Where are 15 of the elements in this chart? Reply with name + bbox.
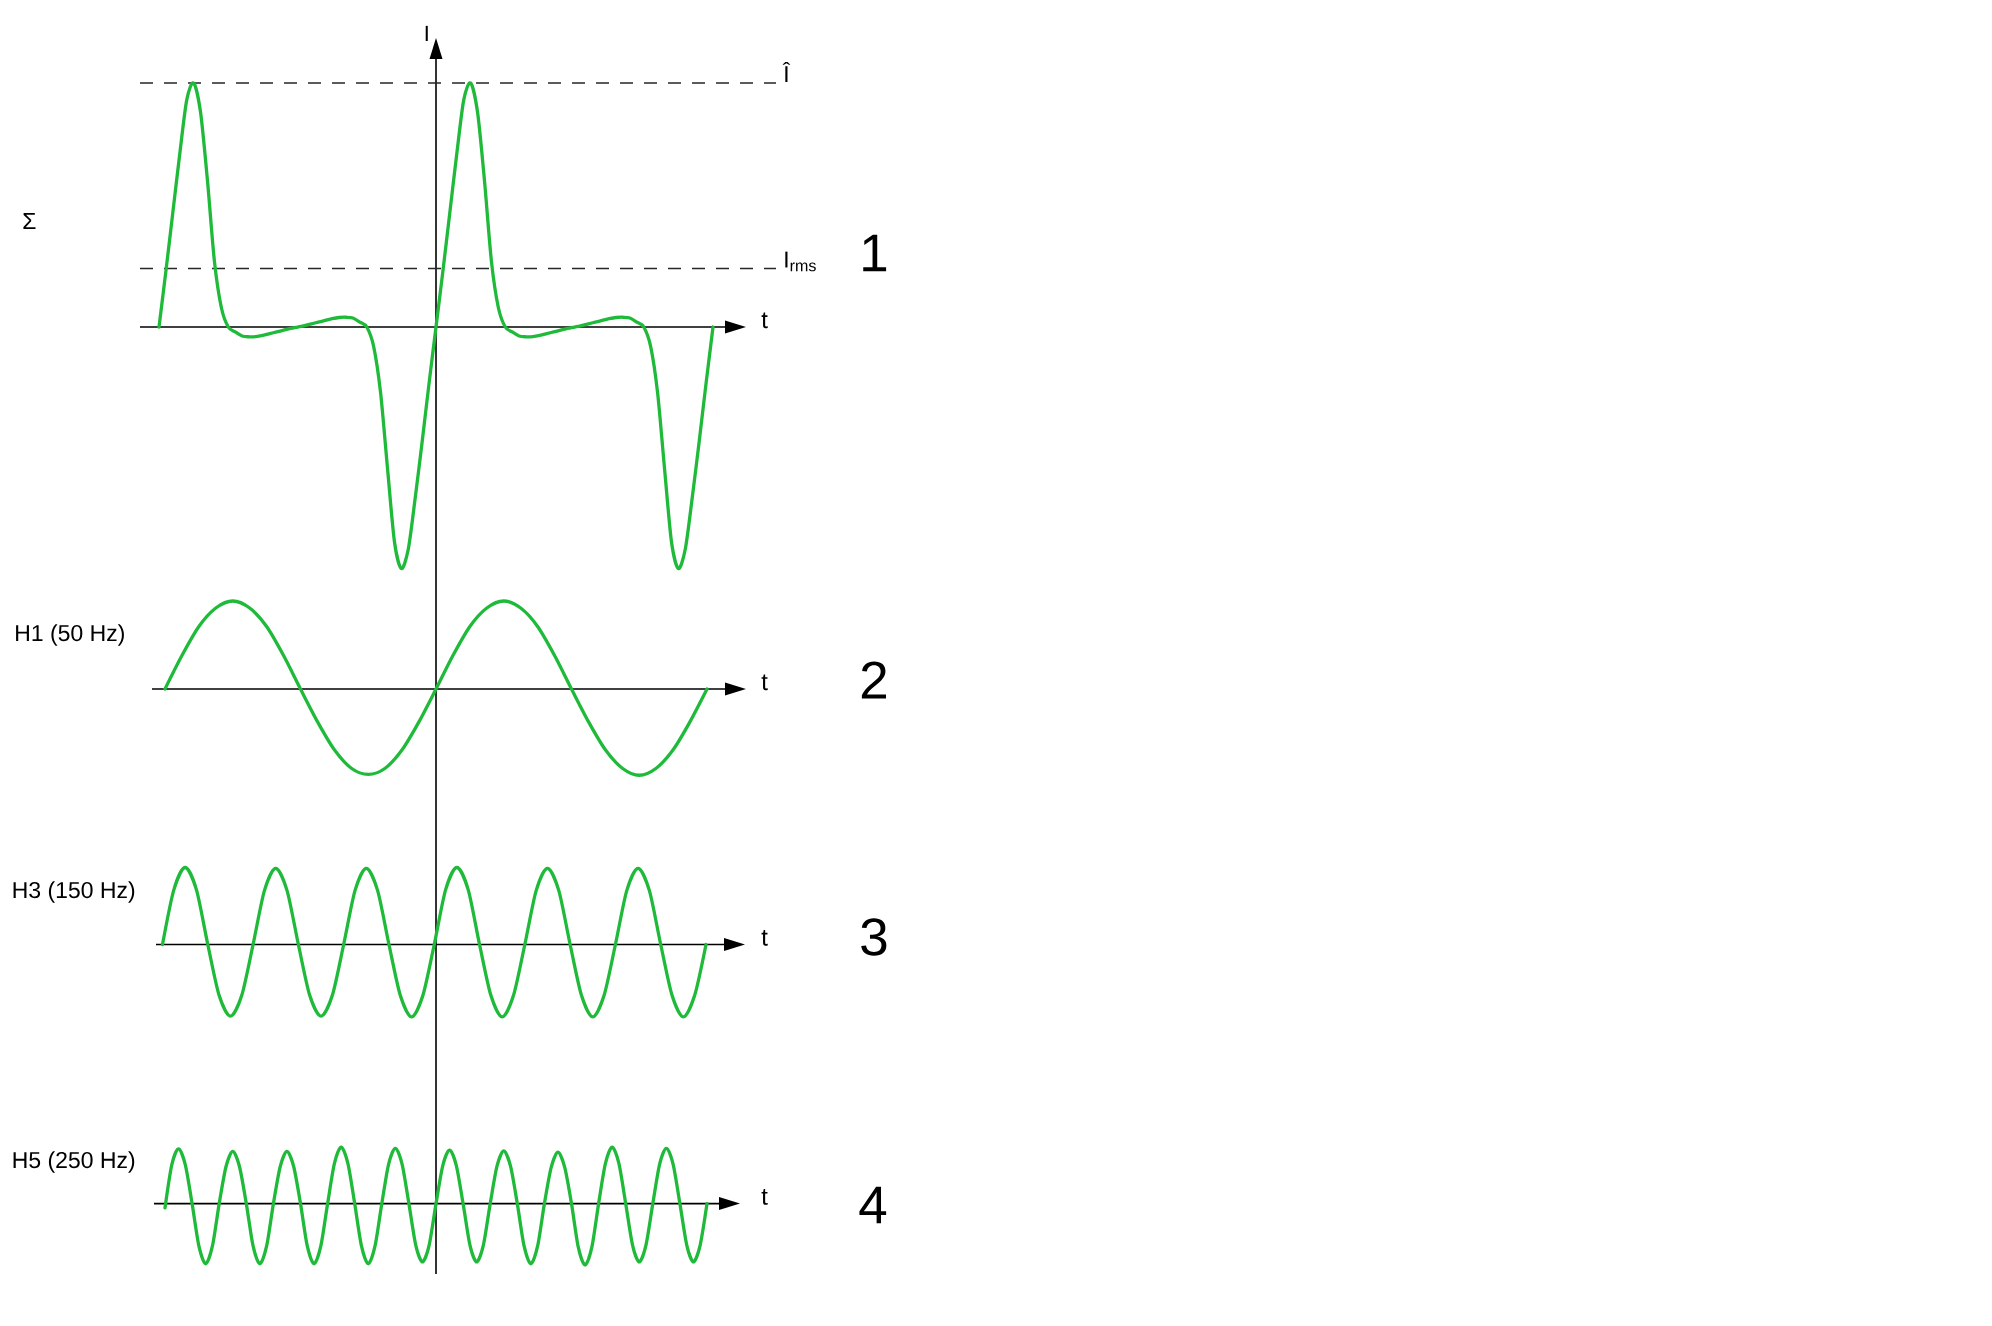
text: Σ — [23, 213, 36, 229]
text: 2 — [861, 661, 887, 699]
y-axis-title: I — [425, 25, 428, 42]
ref-line-label: I$_{rms}$ — [785, 251, 816, 272]
x-axis-title: t — [761, 674, 768, 691]
x-axis-title: t — [761, 1189, 768, 1205]
text: 3 — [861, 918, 887, 956]
x-axis-title: t — [761, 312, 768, 329]
ref-line-label: Î — [782, 61, 791, 83]
text: H3 (150 Hz) — [13, 881, 135, 903]
chart-title: H5 (250 Hz) — [13, 1151, 135, 1173]
text: 1 — [863, 234, 887, 272]
text: 4 — [859, 1186, 887, 1224]
text: H1 (50 Hz) — [16, 624, 124, 646]
x-axis-title: t — [761, 930, 768, 946]
